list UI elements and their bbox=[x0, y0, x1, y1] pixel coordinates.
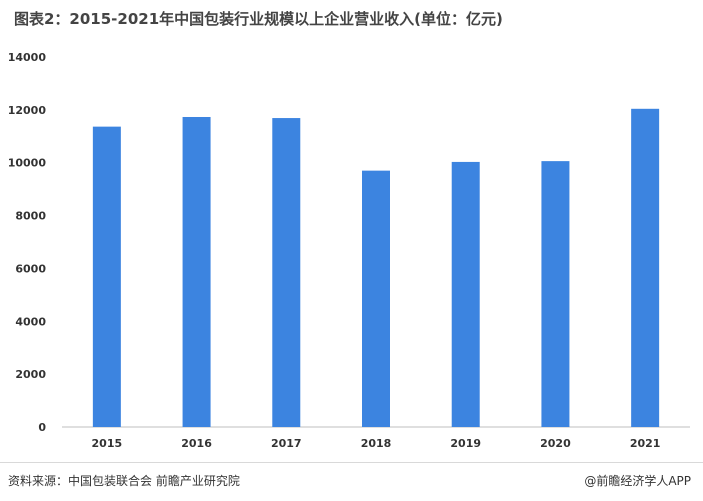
bar-2021 bbox=[631, 108, 660, 428]
brand-credit: @前瞻经济学人APP bbox=[584, 474, 691, 488]
y-tick-label: 10000 bbox=[8, 157, 47, 170]
y-tick-label: 6000 bbox=[15, 262, 46, 275]
chart-title: 图表2：2015-2021年中国包装行业规模以上企业营业收入(单位：亿元) bbox=[14, 10, 503, 28]
bar-2018 bbox=[362, 170, 390, 427]
bar-2016 bbox=[182, 116, 211, 427]
x-tick-label: 2021 bbox=[630, 437, 661, 450]
footer-divider bbox=[0, 462, 703, 463]
bar-2019 bbox=[451, 161, 480, 427]
y-tick-label: 12000 bbox=[8, 104, 47, 117]
y-tick-label: 0 bbox=[38, 421, 46, 434]
y-tick-label: 2000 bbox=[15, 368, 46, 381]
y-tick-label: 4000 bbox=[15, 315, 46, 328]
x-tick-label: 2017 bbox=[271, 437, 302, 450]
x-tick-label: 2016 bbox=[181, 437, 212, 450]
y-tick-label: 8000 bbox=[15, 210, 46, 223]
source-note: 资料来源：中国包装联合会 前瞻产业研究院 bbox=[8, 474, 240, 488]
y-axis-ticks: 0 2000 4000 6000 8000 10000 12000 14000 bbox=[8, 51, 47, 434]
x-tick-label: 2020 bbox=[540, 437, 571, 450]
y-tick-label: 14000 bbox=[8, 51, 47, 64]
bar-2017 bbox=[272, 118, 301, 428]
x-tick-label: 2015 bbox=[92, 437, 123, 450]
bar-2015 bbox=[92, 126, 121, 427]
bar-2020 bbox=[541, 161, 570, 427]
x-tick-label: 2018 bbox=[361, 437, 392, 450]
bars bbox=[92, 108, 660, 428]
x-axis-ticks: 2015 2016 2017 2018 2019 2020 2021 bbox=[92, 437, 661, 450]
x-tick-label: 2019 bbox=[450, 437, 481, 450]
